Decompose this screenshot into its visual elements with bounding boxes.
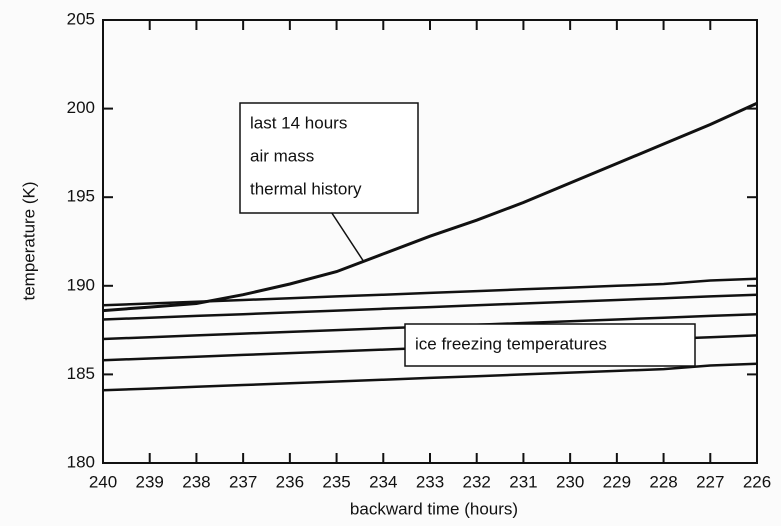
line xyxy=(102,277,758,307)
x-tick-label: 230 xyxy=(556,472,584,491)
x-tick-label: 232 xyxy=(463,472,491,491)
y-tick-label: 185 xyxy=(67,364,95,383)
annotation-box xyxy=(404,323,696,367)
line xyxy=(102,293,758,321)
x-tick-label: 228 xyxy=(649,472,677,491)
y-tick-label: 190 xyxy=(67,275,95,294)
annotation-box xyxy=(239,102,419,214)
x-tick-label: 239 xyxy=(136,472,164,491)
annotation-text: ice freezing temperatures xyxy=(415,334,607,353)
annotation-text: thermal history xyxy=(250,179,362,198)
x-tick-label: 240 xyxy=(89,472,117,491)
y-tick-label: 195 xyxy=(67,187,95,206)
x-tick-label: 226 xyxy=(743,472,771,491)
x-tick-label: 233 xyxy=(416,472,444,491)
y-tick-label: 180 xyxy=(67,452,95,471)
x-axis-label: backward time (hours) xyxy=(350,499,518,518)
x-tick-label: 227 xyxy=(696,472,724,491)
x-tick-label: 234 xyxy=(369,472,397,491)
annotation-text: air mass xyxy=(250,146,314,165)
x-tick-label: 229 xyxy=(603,472,631,491)
x-tick-label: 236 xyxy=(276,472,304,491)
y-axis-label: temperature (K) xyxy=(19,181,38,300)
y-tick-label: 205 xyxy=(67,9,95,28)
x-tick-label: 231 xyxy=(509,472,537,491)
x-tick-label: 235 xyxy=(322,472,350,491)
x-tick-label: 238 xyxy=(182,472,210,491)
x-tick-label: 237 xyxy=(229,472,257,491)
annotation-text: last 14 hours xyxy=(250,113,347,132)
y-tick-label: 200 xyxy=(67,98,95,117)
line xyxy=(102,362,758,392)
